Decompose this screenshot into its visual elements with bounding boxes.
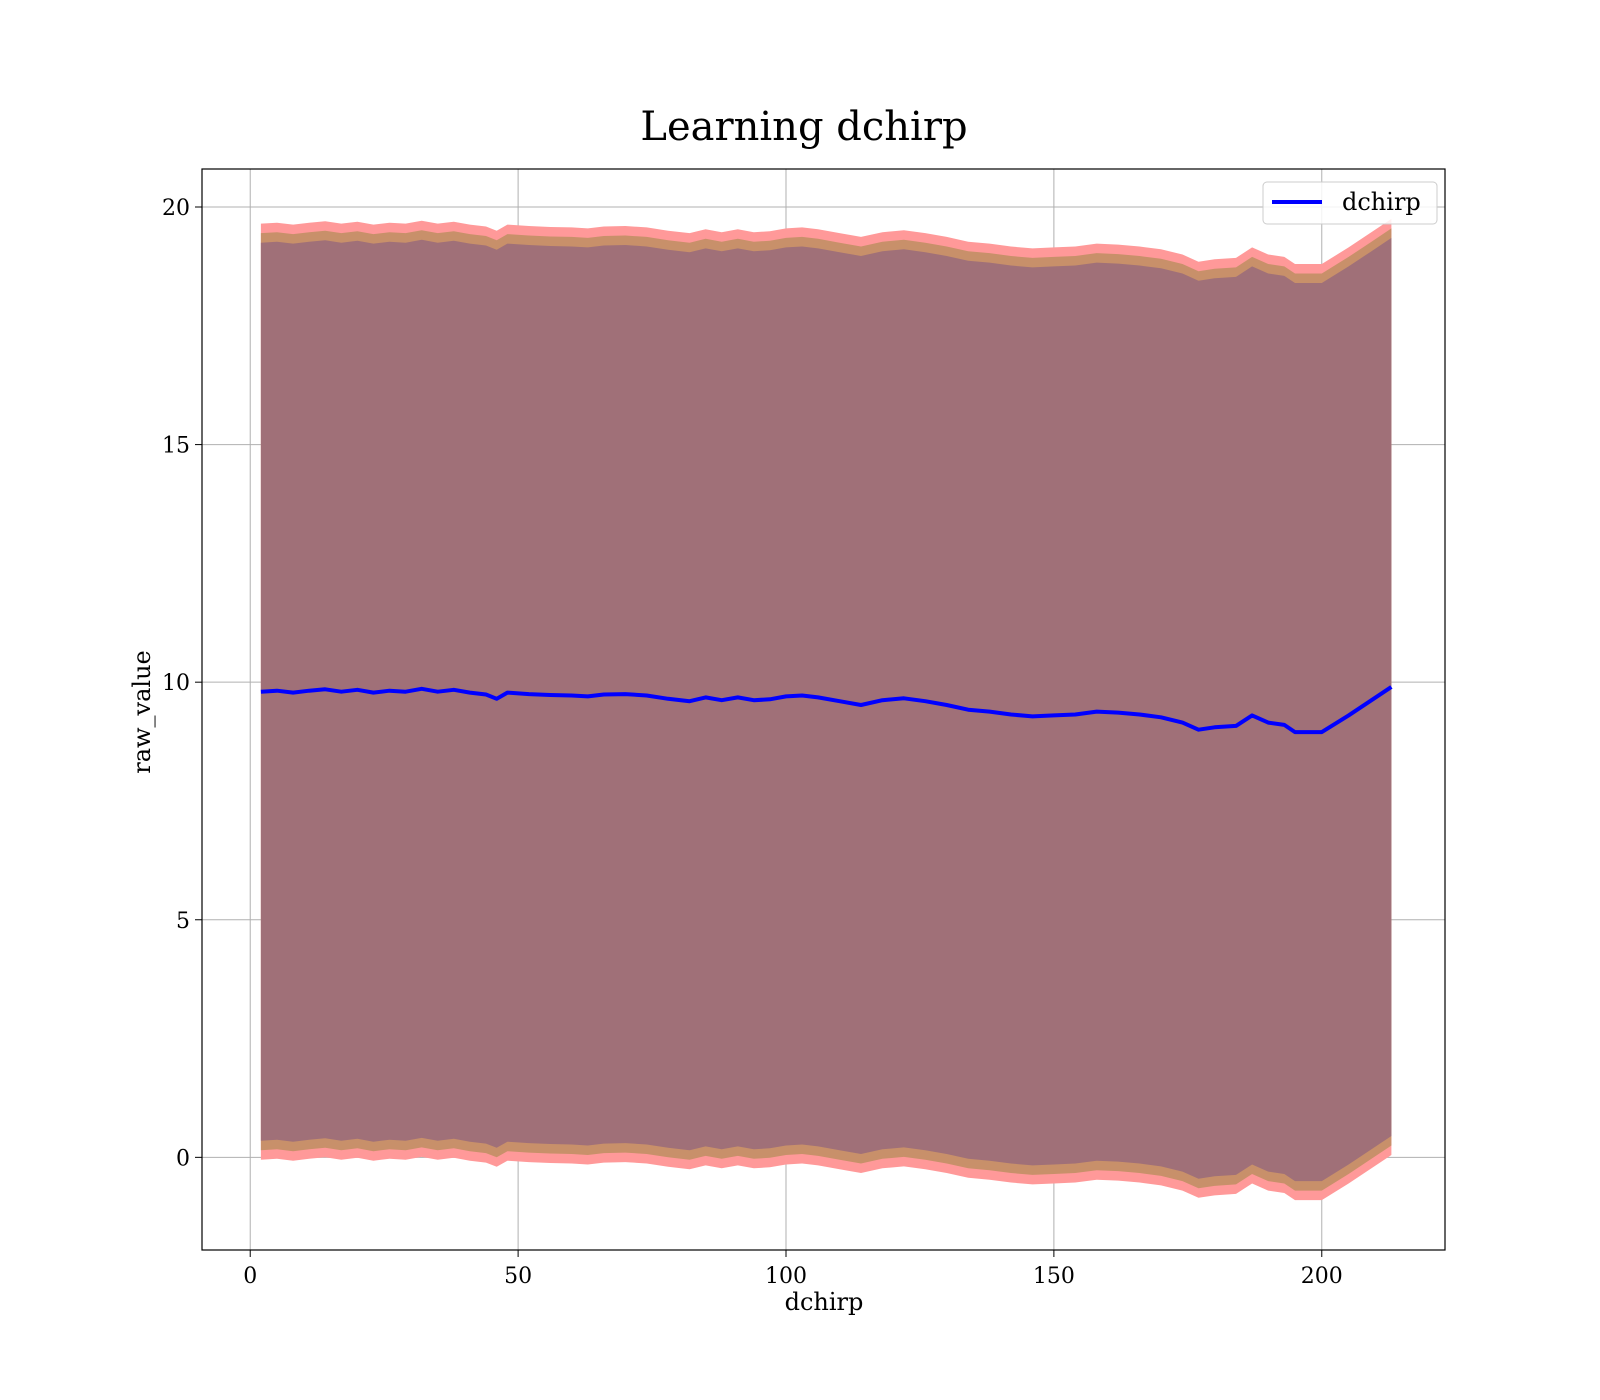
x-tick-label: 100 [765, 1264, 807, 1289]
legend: dchirp [1262, 181, 1438, 225]
series-lines [260, 685, 1393, 735]
x-tick-label: 200 [1301, 1264, 1343, 1289]
series-line-dchirp [260, 685, 1393, 735]
inner-band [260, 237, 1392, 1182]
plot-area-frame [201, 168, 1446, 1251]
x-tick-label: 0 [243, 1264, 257, 1289]
y-tick-label: 15 [162, 434, 190, 459]
y-axis-label: raw_value [128, 650, 156, 774]
legend-label: dchirp [1342, 188, 1421, 216]
y-tick-label: 10 [162, 671, 190, 696]
y-tick-label: 5 [176, 909, 190, 934]
x-axis-label: dchirp [785, 1288, 864, 1316]
x-tick-label: 50 [504, 1264, 532, 1289]
axis-ticks: 0 50 100 150 200 0 5 10 15 20 [162, 196, 1343, 1289]
y-tick-label: 20 [162, 196, 190, 221]
x-tick-label: 150 [1033, 1264, 1075, 1289]
y-tick-label: 0 [176, 1146, 190, 1171]
legend-box [1262, 181, 1438, 225]
confidence-bands [260, 218, 1392, 1201]
chart-title: Learning dchirp [640, 104, 967, 150]
